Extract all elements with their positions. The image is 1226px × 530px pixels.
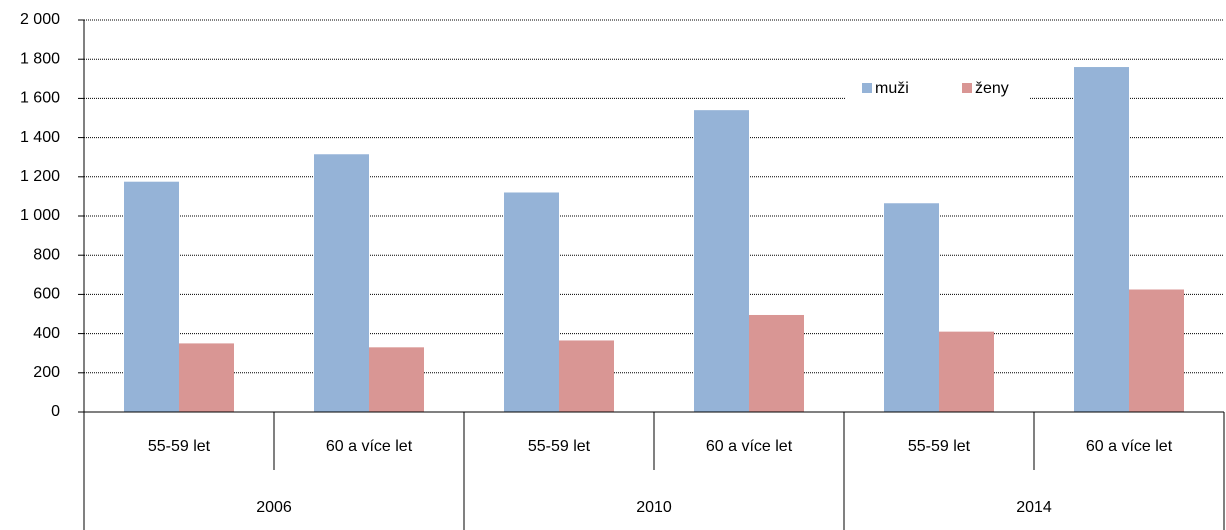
legend-label: ženy: [975, 80, 1009, 97]
bar: [1074, 67, 1129, 412]
x-tick-label: 60 a více let: [326, 438, 413, 455]
bar: [939, 331, 994, 412]
y-tick-label: 1 600: [20, 90, 60, 107]
y-tick-label: 600: [33, 286, 60, 303]
y-tick-label: 0: [51, 403, 60, 420]
y-tick-label: 2 000: [20, 11, 60, 28]
y-tick-label: 800: [33, 246, 60, 263]
legend-swatch: [962, 83, 972, 93]
bar: [749, 314, 804, 412]
legend-box: [845, 74, 1030, 104]
bar: [314, 154, 369, 412]
y-tick-label: 1 400: [20, 129, 60, 146]
bar: [1129, 289, 1184, 412]
y-tick-label: 1 200: [20, 168, 60, 185]
x-tick-label: 55-59 let: [528, 438, 591, 455]
x-tick-label: 55-59 let: [148, 438, 211, 455]
y-tick-label: 1 000: [20, 207, 60, 224]
y-tick-label: 400: [33, 325, 60, 342]
legend-swatch: [862, 83, 872, 93]
bar: [504, 192, 559, 412]
bar: [694, 110, 749, 412]
bar: [179, 343, 234, 412]
bar: [559, 340, 614, 412]
x-tick-label: 60 a více let: [1086, 438, 1173, 455]
legend-label: muži: [875, 80, 909, 97]
bar: [369, 347, 424, 412]
x-tick-label: 55-59 let: [908, 438, 971, 455]
group-label: 2010: [636, 499, 672, 516]
y-tick-label: 1 800: [20, 50, 60, 67]
bar: [884, 203, 939, 412]
group-label: 2014: [1016, 499, 1052, 516]
y-tick-label: 200: [33, 364, 60, 381]
group-label: 2006: [256, 499, 292, 516]
bar: [124, 181, 179, 412]
x-tick-label: 60 a více let: [706, 438, 793, 455]
